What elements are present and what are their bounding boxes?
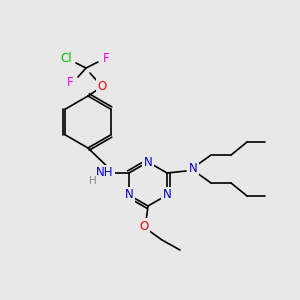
Text: O: O: [140, 220, 148, 232]
Text: N: N: [144, 155, 152, 169]
Text: Cl: Cl: [60, 52, 72, 64]
Text: O: O: [98, 80, 106, 92]
Text: F: F: [103, 52, 109, 64]
Text: H: H: [89, 176, 97, 186]
Text: N: N: [124, 188, 133, 202]
Text: NH: NH: [96, 167, 114, 179]
Text: N: N: [189, 163, 197, 176]
Text: F: F: [67, 76, 73, 88]
Text: N: N: [163, 188, 171, 202]
